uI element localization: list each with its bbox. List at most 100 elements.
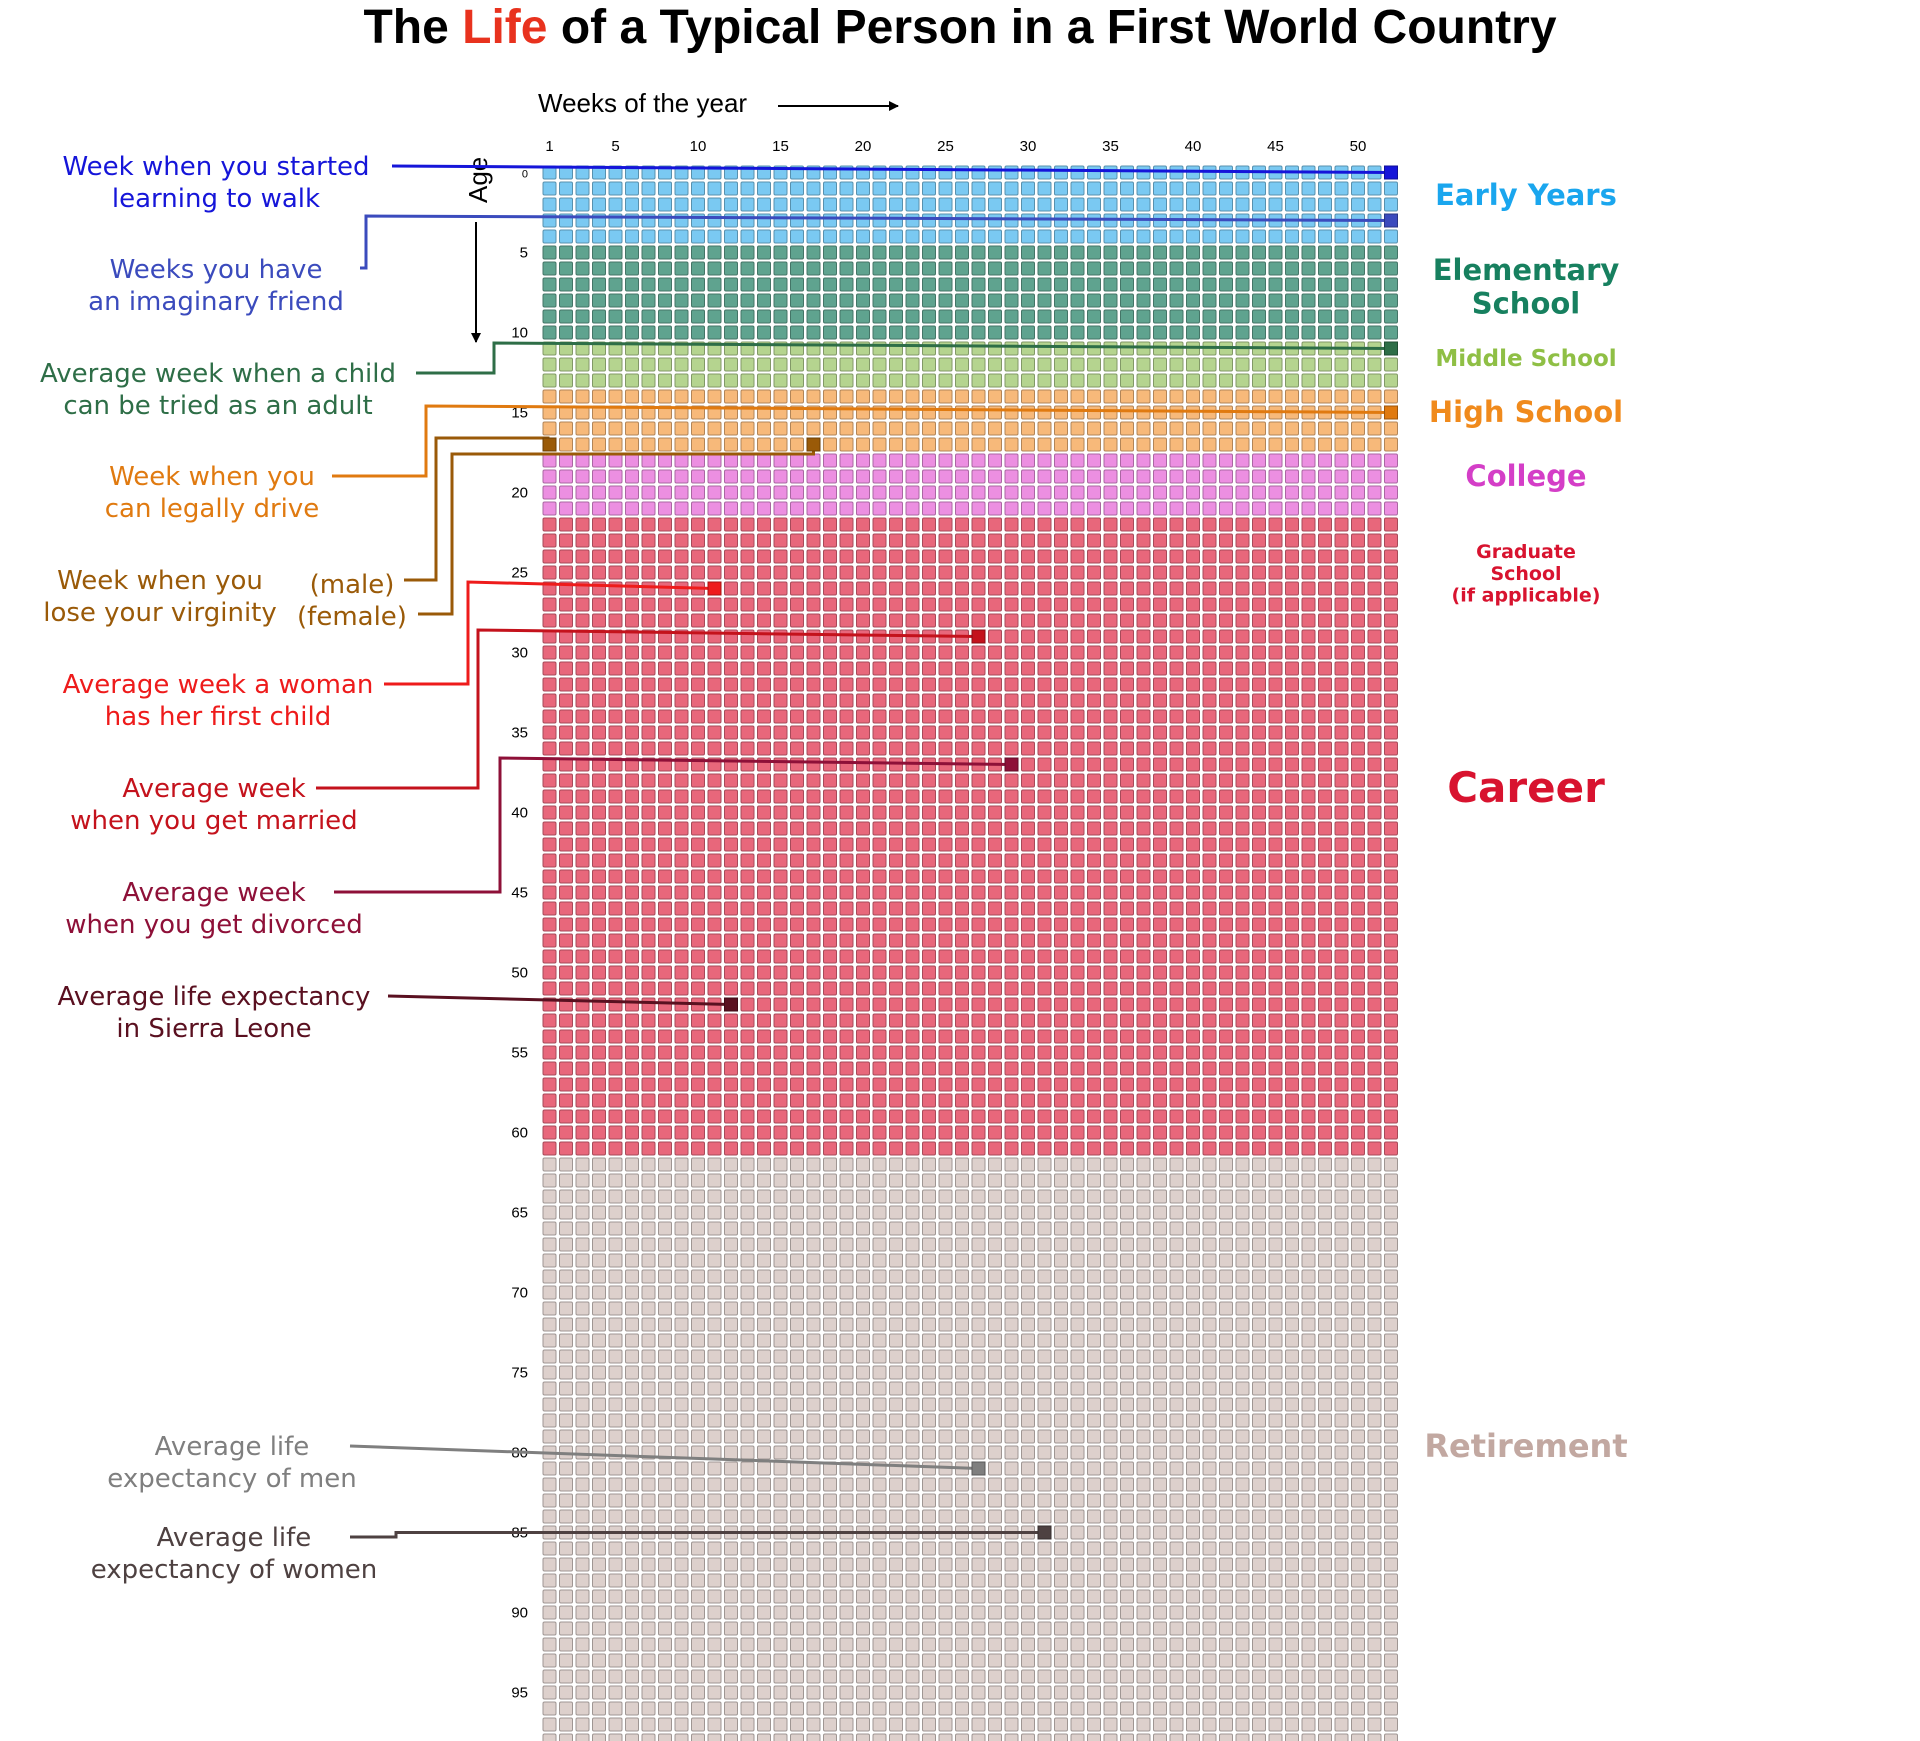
week-cell xyxy=(1004,1541,1019,1556)
title-suffix: of a Typical Person in a First World Cou… xyxy=(547,1,1557,54)
week-cell xyxy=(1054,1221,1068,1236)
week-cell xyxy=(1268,501,1283,516)
week-cell xyxy=(658,773,672,788)
week-cell xyxy=(1103,773,1118,788)
week-cell xyxy=(658,1685,672,1700)
week-cell xyxy=(1087,1077,1101,1092)
week-cell xyxy=(1136,1557,1151,1572)
week-cell xyxy=(872,1221,887,1236)
week-cell xyxy=(1235,997,1250,1012)
week-cell xyxy=(1004,933,1019,948)
week-cell xyxy=(1202,629,1217,644)
week-cell xyxy=(707,469,722,484)
week-cell xyxy=(1136,1525,1151,1540)
week-cell xyxy=(872,677,887,692)
week-cell xyxy=(1318,1589,1332,1604)
week-cell xyxy=(1021,1125,1035,1140)
week-cell xyxy=(1120,181,1134,196)
week-cell xyxy=(674,1541,689,1556)
week-cell xyxy=(608,277,623,292)
week-cell xyxy=(1351,837,1365,852)
week-cell xyxy=(559,1333,573,1348)
week-cell xyxy=(1301,1061,1316,1076)
week-cell xyxy=(1301,1461,1316,1476)
week-cell xyxy=(1235,773,1250,788)
week-cell xyxy=(1037,1541,1052,1556)
week-cell xyxy=(1004,1381,1019,1396)
week-cell xyxy=(1103,661,1118,676)
week-cell xyxy=(1334,485,1349,500)
week-cell xyxy=(856,773,870,788)
week-cell xyxy=(641,1125,656,1140)
week-cell xyxy=(872,1589,887,1604)
week-cell xyxy=(1087,1013,1101,1028)
week-cell xyxy=(1169,1541,1184,1556)
week-cell xyxy=(1136,933,1151,948)
week-cell xyxy=(1252,629,1266,644)
week-cell xyxy=(1219,533,1233,548)
week-cell xyxy=(1153,1509,1167,1524)
week-cell xyxy=(691,229,705,244)
week-cell xyxy=(559,789,573,804)
week-cell xyxy=(1252,565,1266,580)
week-cell xyxy=(1384,933,1398,948)
week-cell xyxy=(955,1269,969,1284)
week-cell xyxy=(1235,1349,1250,1364)
week-cell xyxy=(1054,997,1068,1012)
week-cell xyxy=(658,981,672,996)
week-cell xyxy=(1169,677,1184,692)
week-cell xyxy=(1136,1397,1151,1412)
week-cell xyxy=(1037,485,1052,500)
week-cell xyxy=(1004,693,1019,708)
week-cell xyxy=(1120,1429,1134,1444)
week-cell xyxy=(922,1285,936,1300)
week-cell xyxy=(790,373,804,388)
week-cell xyxy=(1087,1541,1101,1556)
week-cell xyxy=(938,1493,953,1508)
week-cell xyxy=(971,1013,986,1028)
week-cell xyxy=(1004,773,1019,788)
week-cell xyxy=(542,1285,557,1300)
week-cell xyxy=(889,1669,903,1684)
week-cell xyxy=(905,245,920,260)
week-cell xyxy=(1070,1013,1085,1028)
week-cell xyxy=(823,309,837,324)
week-cell xyxy=(971,1381,986,1396)
week-cell xyxy=(1087,1253,1101,1268)
week-cell xyxy=(740,501,755,516)
week-cell xyxy=(542,1221,557,1236)
week-cell xyxy=(1318,1269,1332,1284)
week-cell xyxy=(674,1685,689,1700)
week-cell xyxy=(1037,533,1052,548)
week-cell xyxy=(542,1029,557,1044)
week-cell xyxy=(559,1109,573,1124)
week-cell xyxy=(922,885,936,900)
week-cell xyxy=(839,853,854,868)
week-cell xyxy=(707,245,722,260)
week-cell xyxy=(938,1653,953,1668)
week-cell xyxy=(1087,1189,1101,1204)
week-cell xyxy=(1054,1045,1068,1060)
week-cell xyxy=(1153,1333,1167,1348)
week-cell xyxy=(790,1381,804,1396)
week-cell xyxy=(1153,1221,1167,1236)
week-cell xyxy=(1367,1669,1382,1684)
week-cell xyxy=(1153,1125,1167,1140)
week-cell xyxy=(1285,1541,1299,1556)
week-cell xyxy=(872,357,887,372)
week-cell xyxy=(1186,261,1200,276)
week-cell xyxy=(1054,1077,1068,1092)
week-cell xyxy=(806,1365,821,1380)
week-cell xyxy=(608,1573,623,1588)
week-cell xyxy=(971,821,986,836)
week-cell xyxy=(1103,309,1118,324)
week-cell xyxy=(971,1157,986,1172)
week-cell xyxy=(691,181,705,196)
week-cell xyxy=(1268,901,1283,916)
week-cell xyxy=(625,261,639,276)
week-cell xyxy=(707,501,722,516)
week-cell xyxy=(839,277,854,292)
week-cell xyxy=(608,1381,623,1396)
week-cell xyxy=(625,1509,639,1524)
week-cell xyxy=(1037,1173,1052,1188)
